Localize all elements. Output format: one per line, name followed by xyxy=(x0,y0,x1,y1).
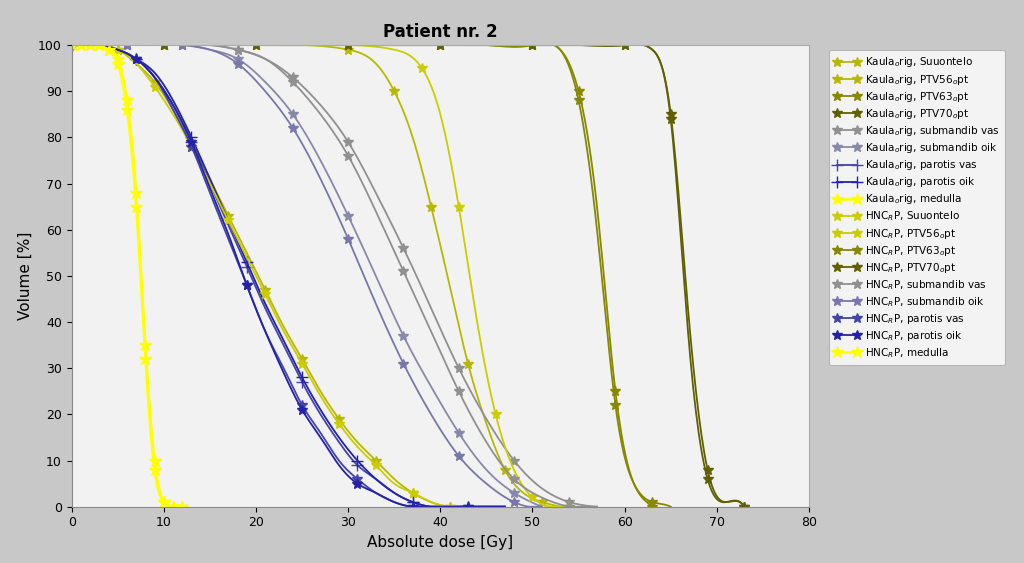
Title: Patient nr. 2: Patient nr. 2 xyxy=(383,23,498,41)
Legend: Kaula$_o$rig, Suuontelo, Kaula$_o$rig, PTV56$_o$pt, Kaula$_o$rig, PTV63$_o$pt, K: Kaula$_o$rig, Suuontelo, Kaula$_o$rig, P… xyxy=(828,50,1006,365)
Y-axis label: Volume [%]: Volume [%] xyxy=(17,232,33,320)
X-axis label: Absolute dose [Gy]: Absolute dose [Gy] xyxy=(368,535,513,550)
